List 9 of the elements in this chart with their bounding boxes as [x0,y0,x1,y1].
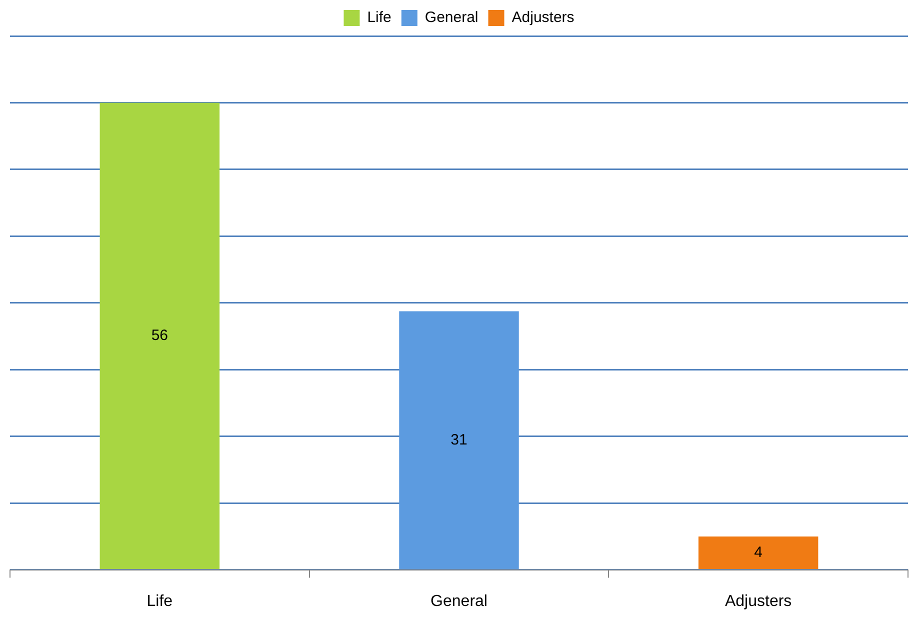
legend-label: Adjusters [512,9,574,26]
data-label: 31 [450,431,468,448]
legend-label: Life [367,9,392,26]
data-label: 56 [151,327,168,344]
x-tick-label: Adjusters [724,592,792,610]
data-label: 4 [754,544,763,561]
x-tick-label: Life [146,592,173,610]
legend-label: General [424,9,478,26]
x-tick-label: General [430,592,488,610]
